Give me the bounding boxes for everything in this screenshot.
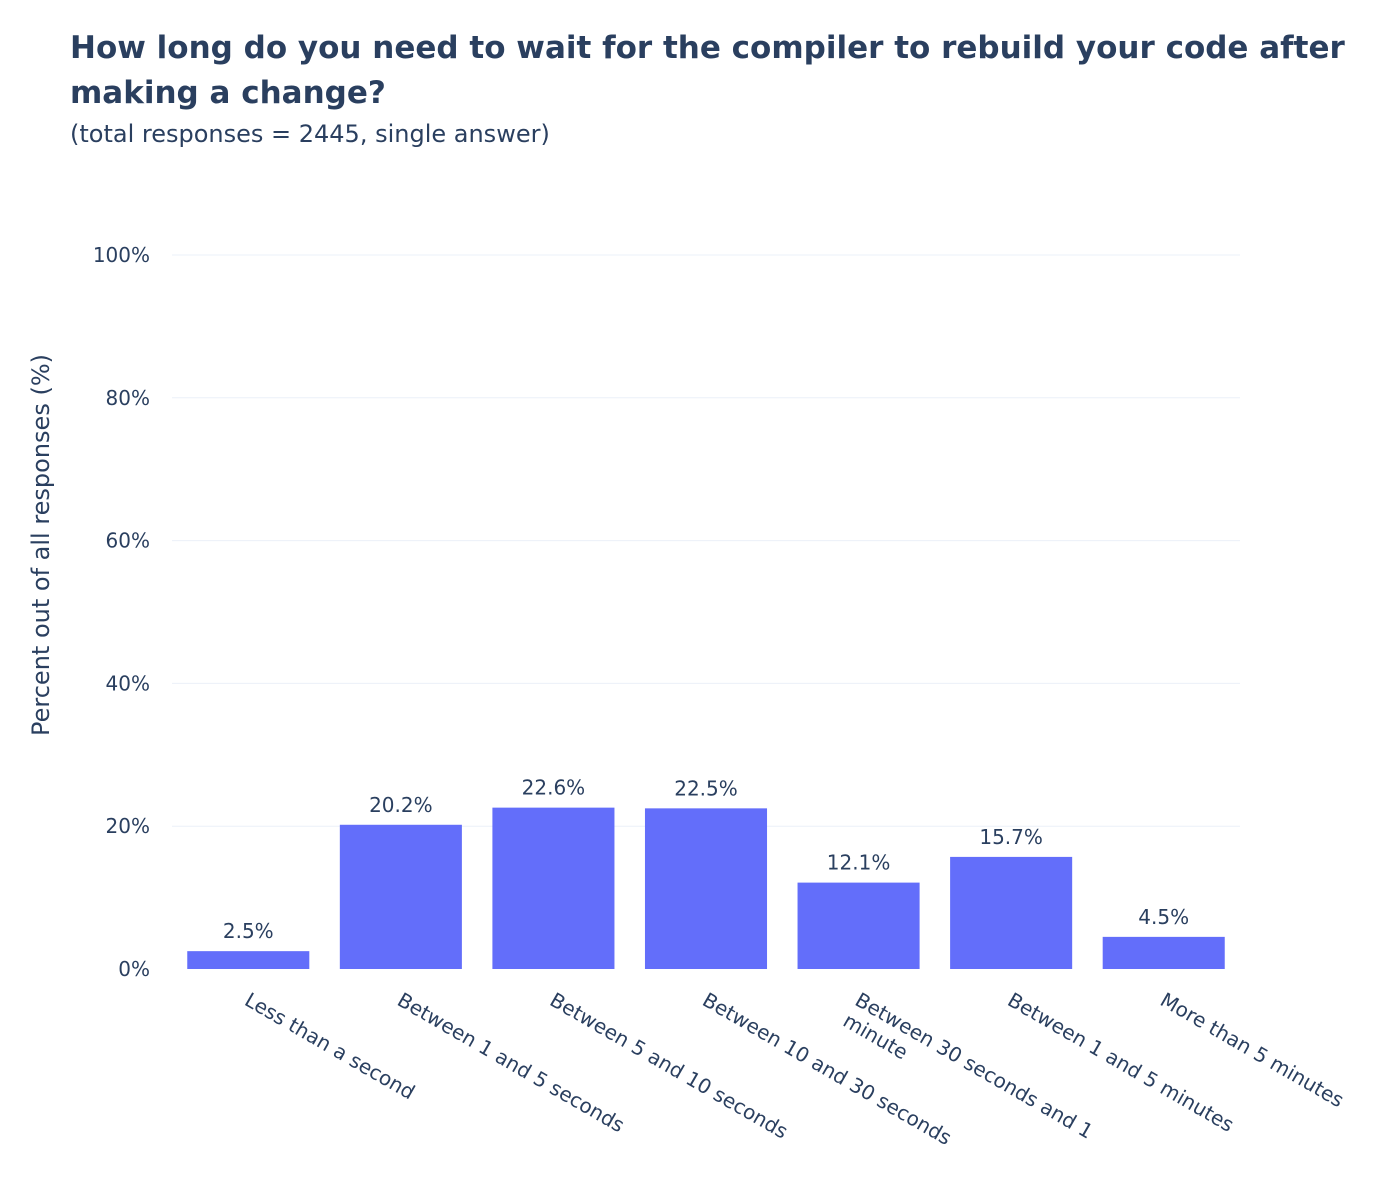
data-label: 2.5% [223,919,274,943]
data-label: 22.5% [674,776,738,800]
chart-title: How long do you need to wait for the com… [70,30,1345,111]
data-labels: 2.5% 20.2% 22.6% 22.5% 12.1% 15.7% 4.5% [223,776,1189,944]
x-tick-label: Between 10 and 30 seconds [699,988,956,1150]
bar [187,951,310,969]
data-label: 20.2% [369,793,433,817]
y-tick-label: 20% [106,814,150,838]
data-label: 4.5% [1138,905,1189,929]
x-tick-label: Between 5 and 10 seconds [546,988,792,1144]
bar [950,856,1073,969]
bar [492,807,615,969]
bar [644,808,768,969]
gridlines [172,254,1240,827]
data-label: 12.1% [827,851,891,875]
y-axis-ticks: 0% 20% 40% 60% 80% 100% [93,243,150,981]
bar [797,882,920,969]
y-tick-label: 60% [106,529,150,553]
y-tick-label: 0% [118,957,150,981]
bars [187,807,1225,969]
bar [1102,936,1225,969]
x-tick-label: Less than a second [241,988,419,1105]
y-axis-label: Percent out of all responses (%) [27,354,55,736]
data-label: 22.6% [522,776,586,800]
bar [339,824,462,969]
y-tick-label: 40% [106,671,150,695]
y-tick-label: 100% [93,243,150,267]
chart-subtitle: (total responses = 2445, single answer) [70,120,550,148]
y-tick-label: 80% [106,386,150,410]
data-label: 15.7% [979,825,1043,849]
